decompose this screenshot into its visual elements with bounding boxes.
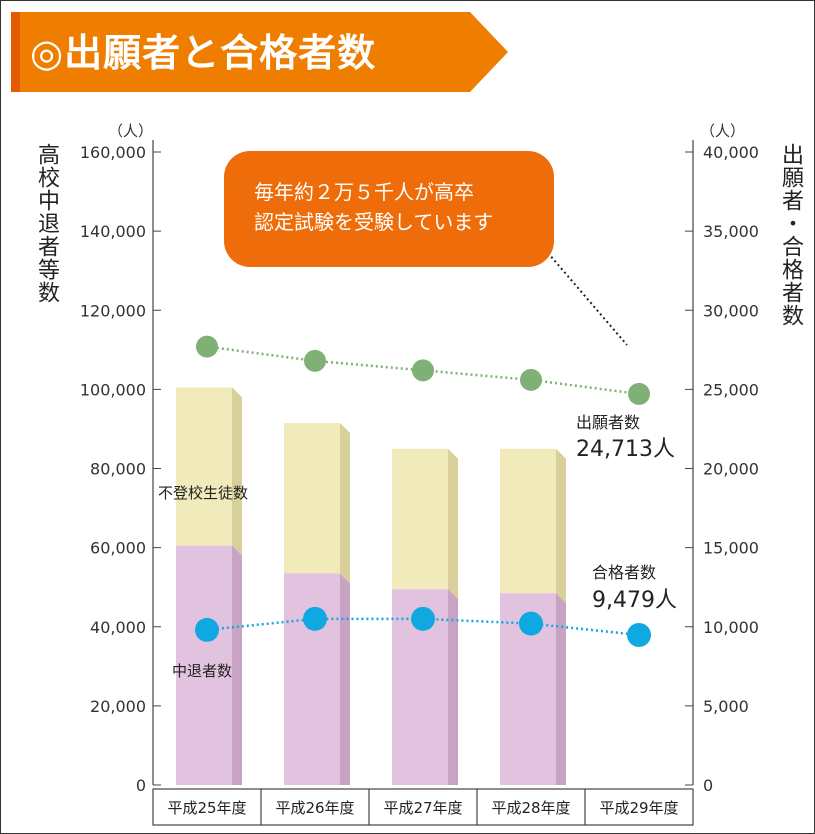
applicants-point bbox=[304, 349, 326, 372]
left-tick-label: 140,000 bbox=[80, 222, 146, 241]
bar-side-nonattend bbox=[448, 448, 458, 600]
bar-segment-nonattend bbox=[284, 423, 340, 574]
category-label: 平成28年度 bbox=[491, 799, 570, 817]
callout-line-1: 毎年約２万５千人が高卒 bbox=[254, 180, 474, 204]
bar-segment-nonattend bbox=[392, 448, 448, 590]
page-title: ◎出願者と合格者数 bbox=[30, 31, 377, 75]
bar-segment-dropout bbox=[284, 573, 340, 785]
passers-value: 9,479人 bbox=[592, 588, 677, 613]
passers-point bbox=[195, 617, 219, 642]
right-tick-label: 10,000 bbox=[703, 618, 759, 637]
bar-side-nonattend bbox=[340, 423, 350, 584]
banner-arrow bbox=[20, 12, 508, 92]
right-tick-label: 30,000 bbox=[703, 301, 759, 320]
applicants-point bbox=[520, 368, 542, 391]
left-tick-label: 160,000 bbox=[80, 143, 146, 162]
nonattend-label: 不登校生徒数 bbox=[158, 484, 248, 502]
bar-side-nonattend bbox=[232, 387, 242, 556]
applicants-point bbox=[196, 335, 218, 358]
bar-side-nonattend bbox=[556, 448, 566, 604]
applicants-label: 出願者数 bbox=[576, 413, 640, 432]
bar-segment-nonattend bbox=[500, 448, 556, 594]
dropout-label: 中退者数 bbox=[172, 662, 232, 680]
passers-point bbox=[411, 606, 435, 631]
passers-label: 合格者数 bbox=[592, 563, 656, 582]
left-tick-label: 80,000 bbox=[90, 460, 146, 479]
right-tick-label: 40,000 bbox=[703, 143, 759, 162]
applicants-point bbox=[628, 382, 650, 405]
passers-point bbox=[519, 611, 543, 636]
left-tick-label: 0 bbox=[136, 776, 146, 795]
left-tick-label: 40,000 bbox=[90, 618, 146, 637]
bar-side-dropout bbox=[340, 573, 350, 785]
left-tick-label: 60,000 bbox=[90, 539, 146, 558]
bar-side-dropout bbox=[232, 545, 242, 785]
passers-point bbox=[627, 622, 651, 647]
right-unit-label: （人） bbox=[700, 122, 746, 140]
right-tick-label: 35,000 bbox=[703, 222, 759, 241]
callout-leader bbox=[547, 252, 628, 346]
left-tick-label: 120,000 bbox=[80, 301, 146, 320]
right-tick-label: 0 bbox=[703, 776, 713, 795]
category-label: 平成26年度 bbox=[275, 799, 354, 817]
category-label: 平成27年度 bbox=[383, 799, 462, 817]
category-label: 平成29年度 bbox=[599, 799, 678, 817]
bar-side-dropout bbox=[448, 589, 458, 785]
callout-bubble: 毎年約２万５千人が高卒 認定試験を受験しています bbox=[224, 151, 554, 267]
bar-segment-dropout bbox=[176, 545, 232, 785]
left-tick-label: 100,000 bbox=[80, 380, 146, 399]
bar-side-dropout bbox=[556, 593, 566, 785]
callout-line-2: 認定試験を受験しています bbox=[254, 210, 494, 234]
applicants-value: 24,713人 bbox=[576, 437, 675, 462]
right-axis-title: 出願者・合格者数 bbox=[778, 143, 803, 327]
right-tick-label: 20,000 bbox=[703, 460, 759, 479]
right-tick-label: 15,000 bbox=[703, 539, 759, 558]
banner-accent bbox=[11, 12, 20, 92]
category-axis-box bbox=[152, 788, 694, 826]
right-tick-label: 25,000 bbox=[703, 380, 759, 399]
left-unit-label: （人） bbox=[108, 122, 154, 140]
passers-point bbox=[303, 606, 327, 631]
applicants-point bbox=[412, 359, 434, 382]
category-label: 平成25年度 bbox=[167, 799, 246, 817]
left-tick-label: 20,000 bbox=[90, 697, 146, 716]
title-banner bbox=[11, 12, 508, 92]
left-axis-title: 高校中退者等数 bbox=[34, 143, 59, 304]
bar-segment-nonattend bbox=[176, 387, 232, 546]
right-tick-label: 5,000 bbox=[703, 697, 749, 716]
